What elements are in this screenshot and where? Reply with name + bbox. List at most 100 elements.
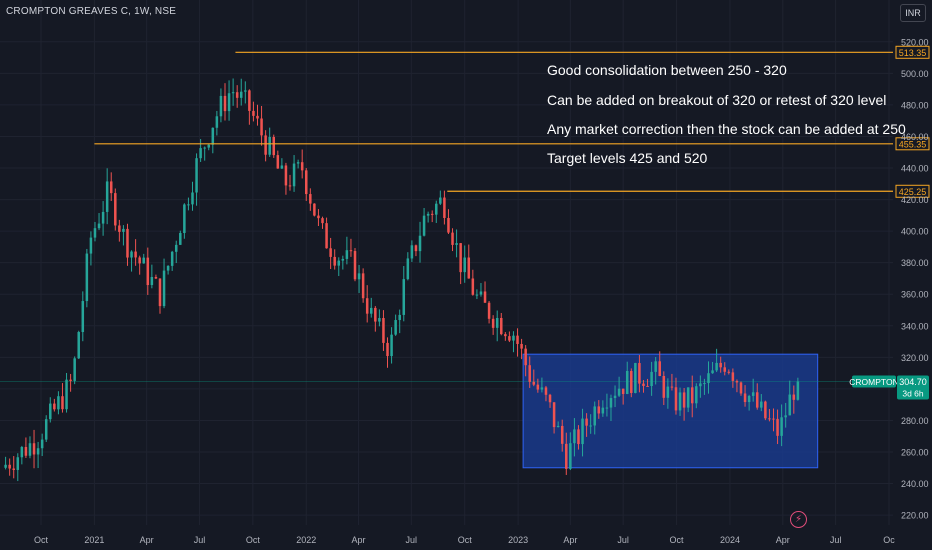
candle-body	[32, 443, 36, 455]
x-tick-label: Oct	[458, 535, 473, 545]
candle-body	[73, 358, 76, 381]
candle-body	[361, 273, 365, 299]
candle-body	[134, 251, 137, 258]
candle-body	[467, 257, 471, 279]
candle-body	[333, 256, 336, 266]
candle-body	[382, 318, 385, 343]
candle-body	[520, 343, 523, 349]
candle-body	[329, 248, 332, 257]
candle-body	[638, 363, 641, 384]
candle-body	[723, 367, 726, 372]
x-tick-label: Oct	[34, 535, 49, 545]
candle-body	[304, 170, 308, 195]
candle-body	[49, 403, 52, 420]
candle-body	[130, 251, 133, 258]
candle-body	[235, 92, 239, 98]
candle-body	[613, 395, 617, 399]
x-tick-label: Jul	[194, 535, 206, 545]
candle-body	[138, 257, 141, 264]
candle-body	[374, 307, 377, 322]
candle-body	[532, 381, 536, 385]
candle-body	[77, 332, 80, 359]
candle-body	[280, 165, 284, 169]
candle-body	[16, 457, 20, 470]
candle-body	[126, 228, 129, 258]
candle-body	[495, 317, 499, 328]
candle-body	[256, 115, 259, 119]
x-tick-label: 2021	[84, 535, 104, 545]
price-tag-box	[897, 375, 929, 400]
annotation-breakout: Can be added on breakout of 320 or retes…	[547, 92, 887, 108]
candle-body	[252, 110, 255, 116]
time-axis[interactable]: Oct 2021 Apr Jul Oct 2022 Apr Jul Oct 2023 Apr Jul O…	[34, 535, 895, 545]
y-tick-label: 220.00	[901, 511, 929, 521]
candle-body	[89, 237, 93, 254]
y-tick-label: 460.00	[901, 132, 929, 142]
candle-body	[617, 388, 621, 396]
candle-body	[170, 251, 174, 266]
candle-body	[678, 392, 682, 411]
currency-badge[interactable]: INR	[900, 4, 926, 22]
candle-body	[581, 418, 584, 445]
candle-body	[788, 394, 792, 416]
level-tag-label: 513.35	[899, 48, 927, 58]
candle-body	[394, 320, 397, 335]
candle-body	[487, 302, 491, 319]
x-tick-label: Jul	[406, 535, 418, 545]
y-tick-label: 480.00	[901, 100, 929, 110]
candle-body	[97, 223, 101, 229]
candle-body	[325, 223, 328, 249]
y-tick-label: 360.00	[901, 290, 929, 300]
candle-body	[8, 464, 11, 469]
candle-body	[264, 135, 267, 155]
candle-body	[118, 225, 121, 232]
candle-body	[609, 398, 613, 408]
candle-body	[85, 253, 89, 302]
candle-body	[203, 147, 206, 149]
candle-body	[345, 250, 349, 259]
candle-body	[792, 394, 796, 400]
candle-body	[560, 425, 564, 444]
candle-body	[625, 370, 629, 394]
candle-body	[447, 217, 450, 233]
price-tag-countdown: 3d 6h	[902, 388, 924, 398]
candle-body	[483, 291, 487, 303]
y-tick-label: 280.00	[901, 416, 929, 426]
candle-body	[422, 215, 426, 236]
candle-body	[605, 407, 609, 409]
y-tick-label: 500.00	[901, 69, 929, 79]
candle-body	[357, 273, 361, 280]
candle-body	[122, 228, 125, 232]
candle-body	[666, 386, 670, 398]
candle-body	[183, 204, 186, 234]
candle-body	[4, 464, 7, 468]
lightning-icon[interactable]: ⚡	[790, 511, 807, 528]
candle-body	[12, 468, 15, 470]
candle-body	[174, 244, 178, 252]
candle-body	[309, 194, 312, 204]
candle-body	[654, 361, 657, 372]
candle-body	[670, 386, 674, 388]
candle-body	[764, 401, 767, 419]
candle-body	[162, 270, 166, 307]
x-tick-label: Jul	[617, 535, 629, 545]
x-tick-label: 2022	[296, 535, 316, 545]
candle-body	[44, 419, 48, 440]
candle-body	[150, 277, 154, 286]
candle-body	[516, 335, 519, 344]
y-tick-label: 520.00	[901, 37, 929, 47]
candle-body	[101, 211, 105, 224]
candle-body	[296, 162, 300, 164]
candle-body	[321, 218, 324, 224]
candle-body	[166, 265, 170, 271]
consolidation-box[interactable]	[522, 353, 819, 469]
candle-body	[260, 118, 263, 136]
candle-body	[573, 429, 576, 444]
candle-body	[544, 387, 548, 395]
candle-body	[146, 257, 150, 286]
x-tick-label: Apr	[776, 535, 790, 545]
candle-body	[227, 93, 231, 112]
candle-body	[630, 370, 633, 394]
candle-body	[699, 383, 702, 387]
